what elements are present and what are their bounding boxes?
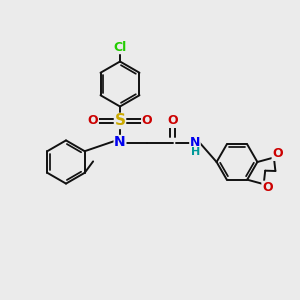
Text: O: O	[262, 181, 273, 194]
Text: N: N	[190, 136, 200, 149]
Text: O: O	[272, 147, 283, 161]
Text: O: O	[88, 114, 98, 128]
Text: N: N	[114, 136, 126, 149]
Text: H: H	[191, 147, 200, 157]
Text: Cl: Cl	[113, 40, 127, 54]
Text: S: S	[115, 113, 125, 128]
Text: O: O	[167, 114, 178, 128]
Text: O: O	[142, 114, 152, 128]
